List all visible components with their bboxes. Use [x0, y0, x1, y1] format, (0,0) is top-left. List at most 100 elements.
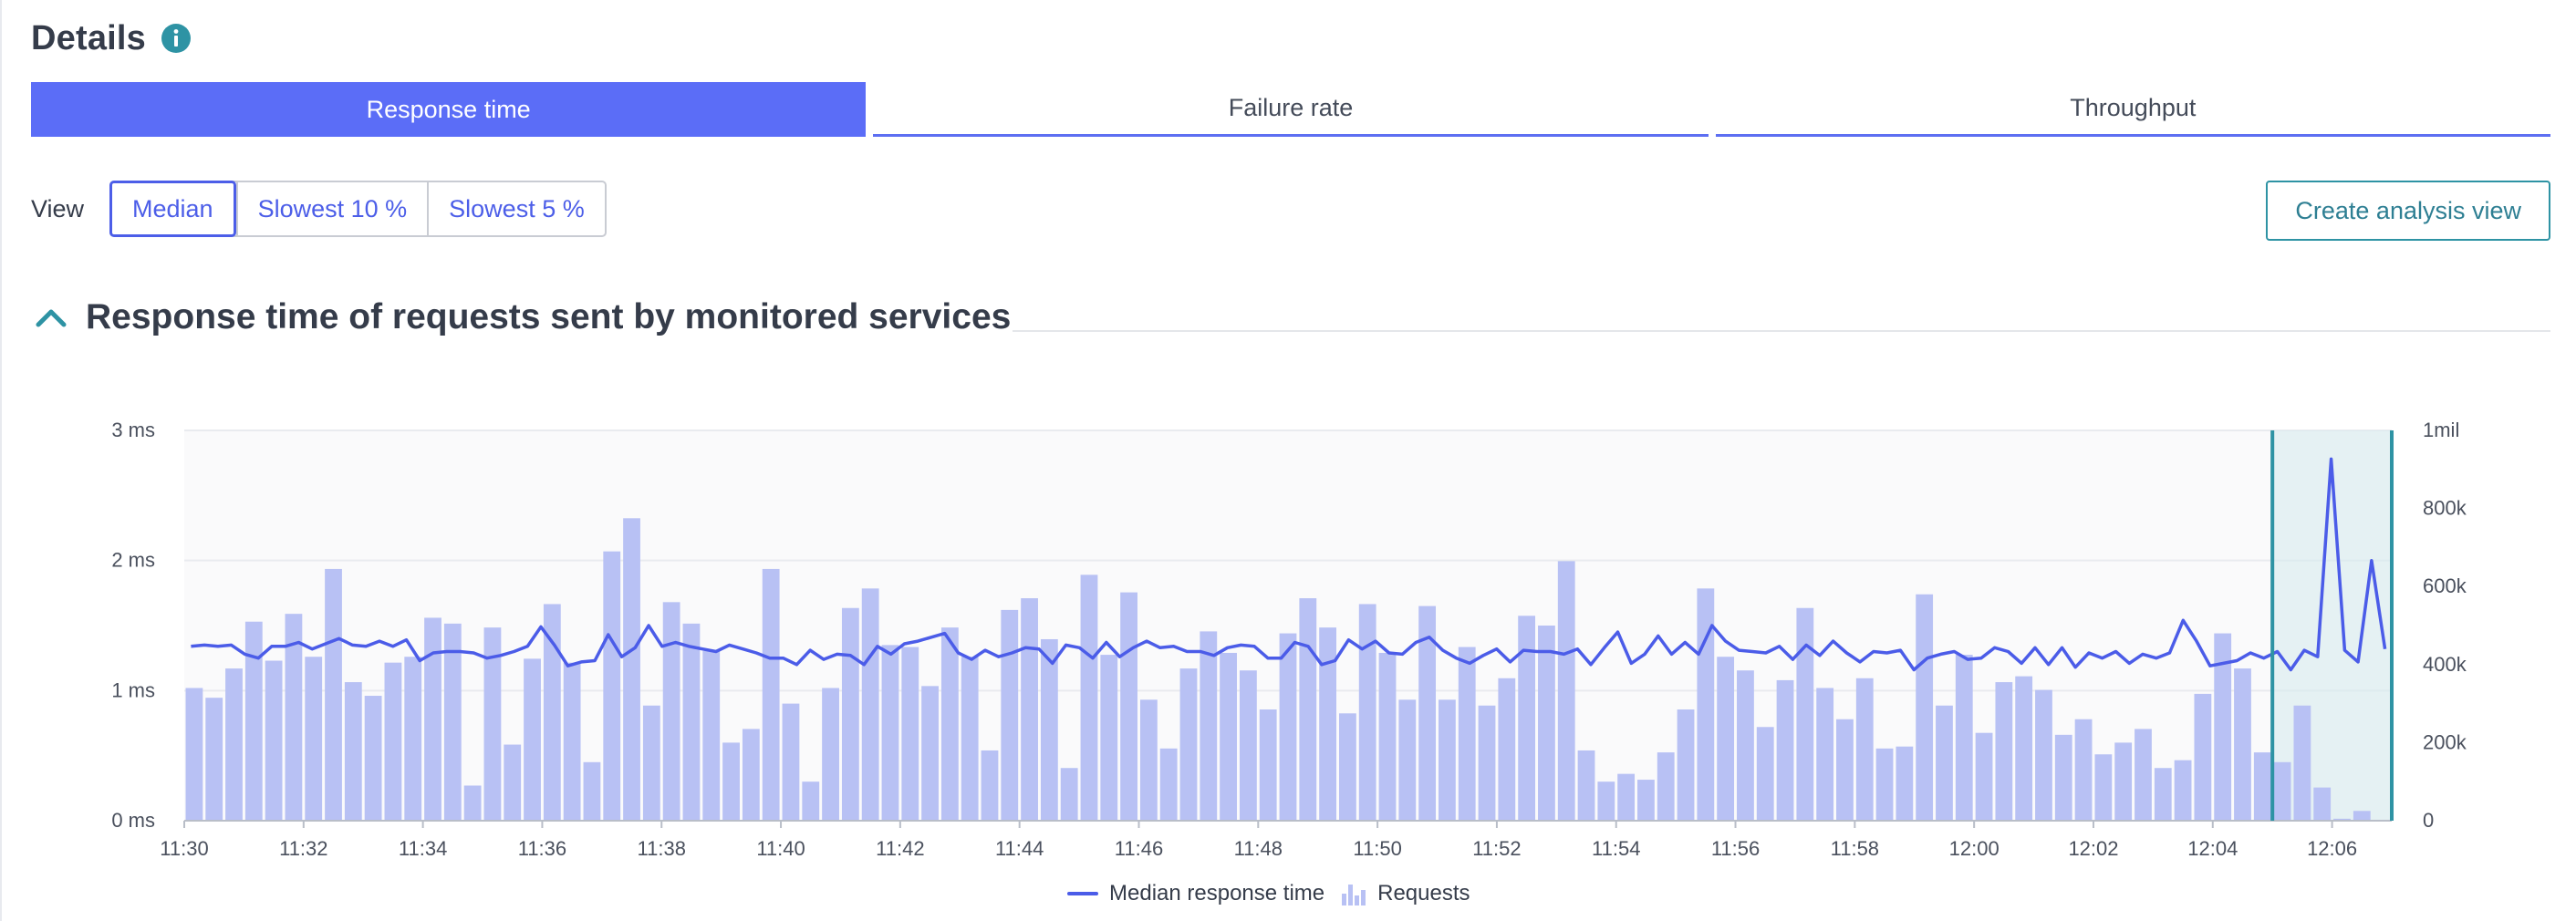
requests-bar[interactable]	[583, 761, 601, 821]
requests-bar[interactable]	[822, 688, 839, 821]
requests-bar[interactable]	[1378, 652, 1397, 821]
requests-bar[interactable]	[1418, 605, 1437, 821]
requests-bar[interactable]	[961, 657, 979, 821]
requests-bar[interactable]	[1200, 631, 1218, 821]
requests-bar[interactable]	[244, 621, 263, 821]
chevron-up-icon[interactable]	[35, 303, 68, 330]
requests-bar[interactable]	[1875, 748, 1894, 821]
requests-bar[interactable]	[285, 614, 303, 821]
requests-bar[interactable]	[623, 518, 640, 821]
requests-bar[interactable]	[1577, 750, 1595, 821]
requests-bar[interactable]	[2094, 754, 2113, 821]
requests-bar[interactable]	[1538, 626, 1555, 821]
requests-bar[interactable]	[1717, 657, 1735, 821]
requests-bar[interactable]	[1139, 699, 1158, 821]
median-response-time-line[interactable]	[191, 457, 2387, 672]
requests-bar[interactable]	[483, 627, 502, 821]
requests-bar[interactable]	[2313, 787, 2332, 821]
requests-bar[interactable]	[504, 744, 522, 821]
requests-bar[interactable]	[1478, 705, 1496, 821]
requests-bar[interactable]	[1916, 594, 1934, 821]
requests-bar[interactable]	[1259, 709, 1277, 821]
selection-highlight[interactable]	[2272, 430, 2392, 821]
requests-bar[interactable]	[981, 750, 999, 821]
requests-bar[interactable]	[921, 686, 939, 821]
requests-bar[interactable]	[265, 660, 283, 821]
requests-bar[interactable]	[1358, 604, 1376, 821]
requests-bar[interactable]	[1597, 781, 1615, 821]
requests-bar[interactable]	[940, 627, 959, 821]
view-option-median[interactable]: Median	[109, 181, 236, 237]
requests-bar[interactable]	[1179, 668, 1198, 821]
requests-bar[interactable]	[2234, 668, 2251, 821]
requests-bar[interactable]	[1159, 748, 1178, 821]
requests-bar[interactable]	[1239, 670, 1257, 821]
create-analysis-view-button[interactable]: Create analysis view	[2266, 181, 2550, 241]
requests-bar[interactable]	[2253, 752, 2271, 821]
requests-bar[interactable]	[384, 662, 402, 821]
requests-bar[interactable]	[1040, 638, 1058, 821]
requests-bar[interactable]	[901, 647, 919, 821]
requests-bar[interactable]	[1100, 655, 1118, 821]
requests-bar[interactable]	[1995, 682, 2013, 821]
requests-bar[interactable]	[642, 705, 660, 821]
requests-bar[interactable]	[305, 657, 323, 821]
requests-bar[interactable]	[1339, 713, 1356, 821]
view-option-slowest-5[interactable]: Slowest 5 %	[427, 182, 605, 235]
requests-bar[interactable]	[742, 729, 760, 821]
requests-bar[interactable]	[2214, 633, 2232, 821]
requests-bar[interactable]	[2054, 734, 2072, 821]
requests-bar[interactable]	[1220, 652, 1237, 821]
requests-bar[interactable]	[1836, 719, 1854, 821]
requests-bar[interactable]	[1498, 678, 1516, 821]
requests-bar[interactable]	[2114, 742, 2133, 821]
requests-bar[interactable]	[185, 688, 203, 821]
requests-bar[interactable]	[424, 617, 441, 821]
legend-item-line[interactable]: Median response time	[1067, 881, 1324, 906]
requests-bar[interactable]	[325, 568, 342, 821]
requests-bar[interactable]	[2135, 729, 2152, 821]
requests-bar[interactable]	[2035, 689, 2052, 821]
requests-bar[interactable]	[1816, 688, 1834, 821]
requests-bar[interactable]	[364, 696, 382, 821]
requests-bar[interactable]	[1439, 699, 1456, 821]
tab-throughput[interactable]: Throughput	[1715, 82, 2550, 137]
requests-bar[interactable]	[1955, 655, 1973, 821]
requests-bar[interactable]	[1936, 705, 1953, 821]
requests-bar[interactable]	[543, 604, 561, 821]
requests-bar[interactable]	[1001, 609, 1019, 821]
requests-bar[interactable]	[1060, 768, 1078, 821]
requests-bar[interactable]	[802, 781, 820, 821]
requests-bar[interactable]	[1776, 679, 1794, 821]
legend-item-bars[interactable]: Requests	[1341, 881, 1470, 906]
requests-bar[interactable]	[722, 742, 740, 821]
requests-bar[interactable]	[702, 650, 721, 821]
requests-bar[interactable]	[1796, 607, 1814, 821]
tab-response-time[interactable]: Response time	[31, 82, 867, 137]
requests-bar[interactable]	[2074, 719, 2093, 821]
requests-bar[interactable]	[463, 785, 482, 821]
requests-bar[interactable]	[344, 682, 362, 821]
requests-bar[interactable]	[2273, 761, 2291, 821]
requests-bar[interactable]	[881, 645, 899, 821]
info-icon[interactable]	[161, 23, 192, 54]
requests-bar[interactable]	[1855, 678, 1874, 821]
requests-bar[interactable]	[782, 703, 800, 821]
requests-bar[interactable]	[524, 658, 541, 821]
requests-bar[interactable]	[1737, 670, 1754, 821]
requests-bar[interactable]	[563, 662, 581, 821]
requests-bar[interactable]	[841, 607, 859, 821]
requests-bar[interactable]	[1299, 598, 1317, 821]
requests-bar[interactable]	[1657, 752, 1675, 821]
requests-bar[interactable]	[861, 588, 879, 821]
requests-bar[interactable]	[1398, 699, 1417, 821]
requests-bar[interactable]	[682, 623, 701, 821]
requests-bar[interactable]	[1319, 627, 1337, 821]
requests-bar[interactable]	[1677, 709, 1695, 821]
requests-bar[interactable]	[1697, 588, 1715, 821]
requests-bar[interactable]	[2154, 768, 2172, 821]
requests-bar[interactable]	[1518, 616, 1536, 821]
requests-bar[interactable]	[603, 551, 621, 821]
requests-bar[interactable]	[762, 568, 780, 821]
requests-bar[interactable]	[2353, 811, 2371, 821]
